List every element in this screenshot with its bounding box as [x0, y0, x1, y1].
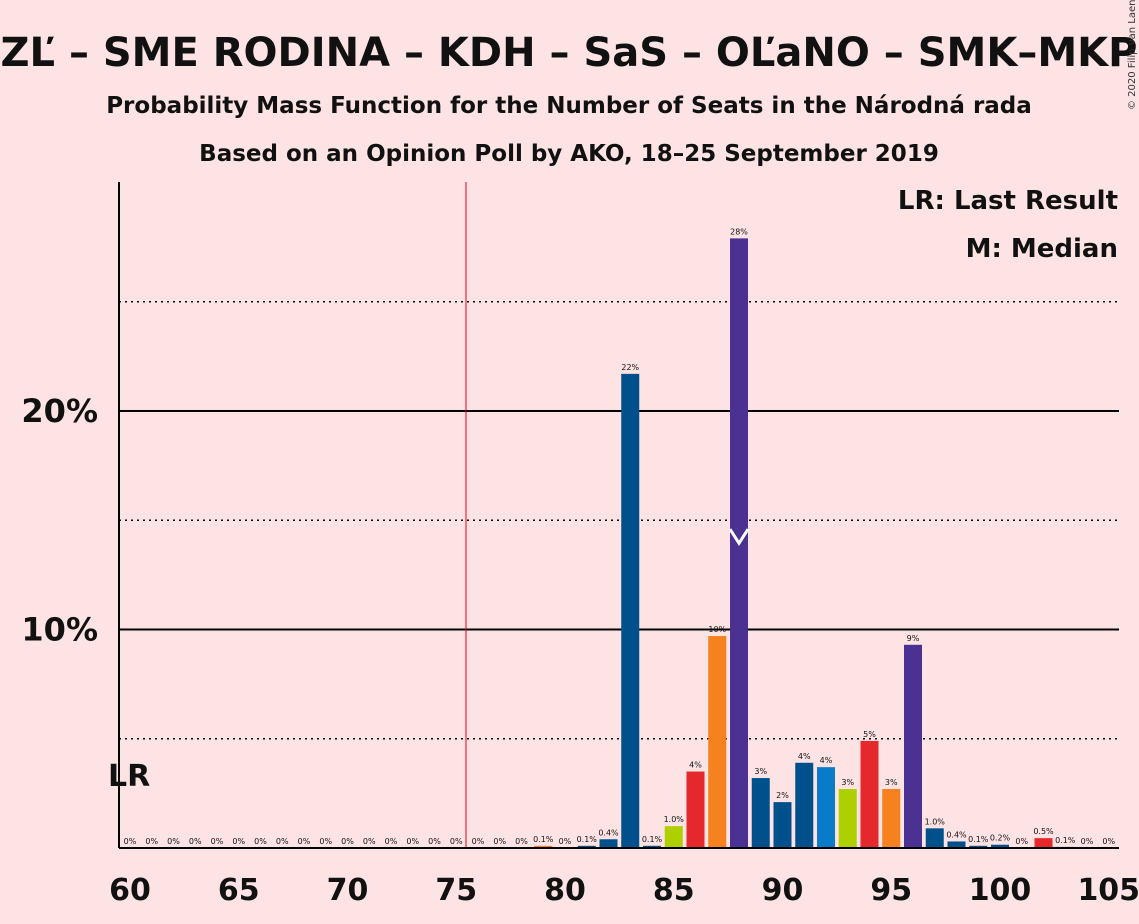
bar	[925, 828, 944, 848]
bar	[860, 740, 879, 848]
bar-data-label: 0%	[385, 837, 398, 846]
bar-data-label: 0.4%	[598, 828, 619, 837]
bar	[621, 373, 640, 848]
bar	[773, 802, 792, 848]
bar	[534, 845, 553, 848]
bar-data-label: 10%	[708, 625, 726, 634]
bars	[534, 238, 1075, 848]
bar-data-label: 9%	[907, 634, 920, 643]
y-axis-tick-labels: 10% 20%	[21, 392, 98, 649]
bar-data-label: 0%	[363, 837, 376, 846]
bar-data-label: 4%	[820, 756, 833, 765]
bar-data-label: 0%	[298, 837, 311, 846]
bar	[991, 844, 1009, 848]
bar-data-label: 0%	[1102, 837, 1115, 846]
x-tick-label: 95	[870, 873, 912, 908]
bar-data-label: 3%	[841, 778, 854, 787]
bar-data-label: 3%	[754, 767, 767, 776]
x-tick-label: 90	[762, 873, 804, 908]
bar-data-label: 0%	[1081, 837, 1094, 846]
bar	[643, 845, 661, 848]
bar	[904, 644, 922, 848]
bar-data-label: 0%	[493, 837, 506, 846]
legend-last-result: LR: Last Result	[898, 186, 1118, 216]
bar	[1034, 838, 1053, 848]
bar-data-label: 2%	[776, 791, 789, 800]
bar-data-label: 0.1%	[1055, 836, 1076, 845]
x-tick-label: 70	[327, 873, 369, 908]
chart-subtitle: Probability Mass Function for the Number…	[106, 93, 1032, 119]
bar-data-label: 0%	[472, 837, 485, 846]
y-tick-label: 10%	[21, 611, 98, 649]
last-result-label: LR	[108, 759, 150, 794]
bar-data-label: 0%	[1015, 837, 1028, 846]
x-tick-label: 75	[435, 873, 477, 908]
bar-data-label: 5%	[863, 730, 876, 739]
bar-data-label: 1.0%	[664, 815, 685, 824]
bar	[882, 789, 901, 848]
legend-median: M: Median	[966, 234, 1118, 264]
bar-data-label: 3%	[885, 778, 898, 787]
bar	[969, 845, 988, 848]
bar-data-label: 0.1%	[533, 835, 554, 844]
copyright-notice: © 2020 Filip van Laenen	[1127, 0, 1138, 110]
bar	[599, 839, 618, 848]
bar-data-label: 0.4%	[946, 830, 967, 839]
bar-data-label: 0%	[341, 837, 354, 846]
bar-data-label: 0%	[428, 837, 441, 846]
bar	[577, 845, 596, 848]
bar	[795, 762, 814, 848]
bar-data-label: 28%	[730, 227, 748, 236]
bar-data-label: 1.0%	[925, 817, 946, 826]
bar-data-label: 4%	[689, 761, 702, 770]
bar-data-label: 0%	[211, 837, 224, 846]
x-tick-label: 105	[1077, 873, 1139, 908]
x-axis-tick-labels: 60 65 70 75 80 85 90 95 100 105	[109, 873, 1139, 908]
y-tick-label: 20%	[21, 392, 98, 430]
bar-data-label: 0.2%	[990, 834, 1011, 843]
bar-data-label: 0%	[254, 837, 267, 846]
bar	[838, 789, 857, 848]
x-tick-label: 85	[653, 873, 695, 908]
bar	[686, 771, 705, 848]
x-tick-label: 65	[218, 873, 260, 908]
bar-data-label: 0.1%	[968, 835, 989, 844]
chart-title: ZĽ – SME RODINA – KDH – SaS – OĽaNO – SM…	[1, 30, 1138, 76]
bar-data-label: 0%	[189, 837, 202, 846]
bar	[817, 767, 835, 848]
chart-subtitle-source: Based on an Opinion Poll by AKO, 18–25 S…	[199, 141, 939, 167]
bar-data-label: 0%	[124, 837, 137, 846]
bar-data-label: 4%	[798, 752, 811, 761]
bar-data-label: 0%	[319, 837, 332, 846]
bar	[947, 841, 966, 848]
x-tick-label: 60	[109, 873, 151, 908]
grid-lines	[119, 301, 1119, 740]
bar	[664, 826, 683, 848]
bar-data-label: 0%	[515, 837, 528, 846]
bar-data-label: 0%	[450, 837, 463, 846]
bar-data-label: 0%	[145, 837, 158, 846]
bar-data-label: 0.5%	[1033, 827, 1054, 836]
bar-data-label: 0%	[559, 837, 572, 846]
x-tick-label: 100	[969, 873, 1032, 908]
bar-data-label: 0.1%	[642, 835, 663, 844]
bar-data-label: 0.1%	[577, 835, 598, 844]
bar-data-label: 0%	[276, 837, 289, 846]
bar	[751, 778, 770, 848]
bar-data-label: 0%	[406, 837, 419, 846]
bar-data-labels: 0% 0% 0% 0% 0% 0% 0% 0% 0% 0% 0% 0% 0% 0% 0% 0% 0% 0% 0% 0.…	[124, 227, 1116, 846]
x-tick-label: 80	[544, 873, 586, 908]
median-marker-icon	[728, 528, 750, 546]
bar	[708, 636, 727, 848]
bar-data-label: 0%	[232, 837, 245, 846]
bar-data-label: 0%	[167, 837, 180, 846]
bar-data-label: 22%	[621, 363, 639, 372]
